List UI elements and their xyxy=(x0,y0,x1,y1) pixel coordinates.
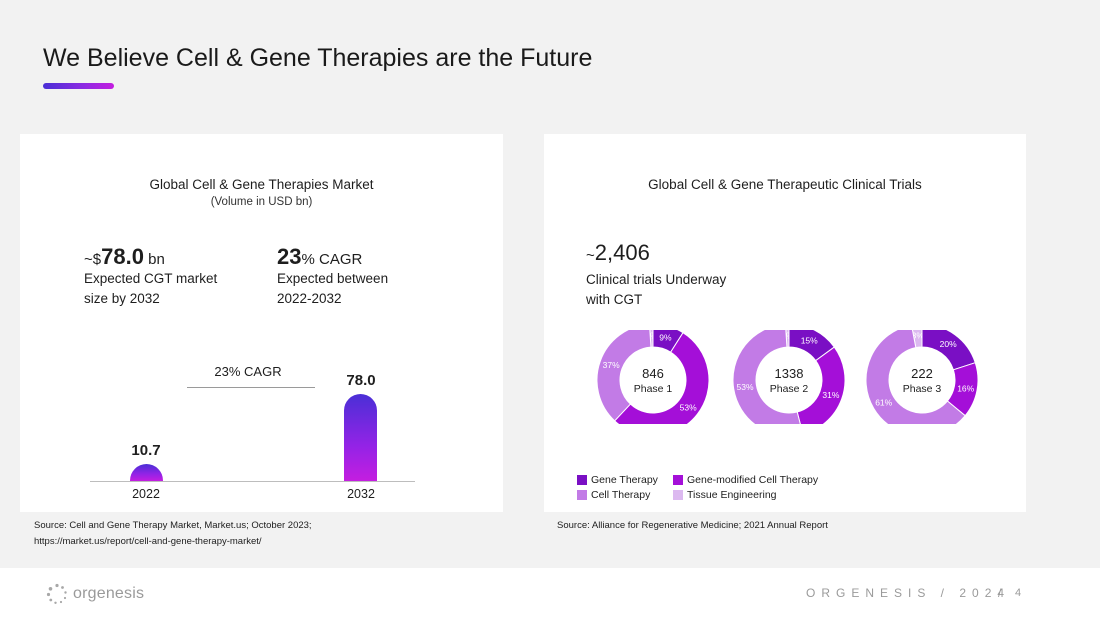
donut-slice-label: 1% xyxy=(645,331,658,341)
trials-heading: Global Cell & Gene Therapeutic Clinical … xyxy=(648,177,922,192)
legend-item: Gene-modified Cell Therapy xyxy=(673,474,818,486)
page-number: 4 xyxy=(1015,587,1022,599)
bar-2022 xyxy=(130,464,163,481)
footer-separator: / xyxy=(998,586,1002,600)
x-tick-label: 2032 xyxy=(347,487,375,501)
kpi-unit: % CAGR xyxy=(301,251,363,268)
donut-slice-label: 1% xyxy=(781,331,794,341)
donut-center-box xyxy=(766,363,812,397)
kpi-prefix: ~$ xyxy=(84,251,102,268)
donut-center-value: 846 xyxy=(642,366,664,381)
donut-slice-label: 37% xyxy=(603,360,620,370)
source-line: Source: Cell and Gene Therapy Market, Ma… xyxy=(34,520,312,531)
donut-slice-label: 3% xyxy=(912,331,925,341)
donut-center-label: Phase 2 xyxy=(770,383,809,395)
market-subheading: (Volume in USD bn) xyxy=(210,196,313,208)
footer-brand: ORGENESIS / 2024 xyxy=(806,586,1011,600)
donut-center-value: 1338 xyxy=(775,366,804,381)
legend-label: Gene-modified Cell Therapy xyxy=(687,474,819,486)
market-heading: Global Cell & Gene Therapies Market xyxy=(149,177,374,192)
legend-label: Cell Therapy xyxy=(591,489,651,501)
desc-line: 2022-2032 xyxy=(277,291,342,306)
donut-slice-label: 53% xyxy=(737,382,754,392)
chart-baseline xyxy=(90,481,415,482)
bar-value-label: 10.7 xyxy=(131,442,161,459)
cagr-kpi: 23% CAGR xyxy=(277,244,362,270)
page-title: We Believe Cell & Gene Therapies are the… xyxy=(43,44,593,72)
donut-center-box xyxy=(630,363,676,397)
desc-line: Clinical trials Underway xyxy=(586,272,727,287)
legend-swatch xyxy=(577,490,587,500)
clinical-trials-panel: Global Cell & Gene Therapeutic Clinical … xyxy=(544,134,1026,512)
kpi-value: 78.0 xyxy=(101,244,144,269)
trials-source: Source: Alliance for Regenerative Medici… xyxy=(557,520,828,531)
donut-phase-3: 3% 20% 16% 61% 222 Phase 3 xyxy=(865,330,979,424)
donut-center-label: Phase 1 xyxy=(634,383,673,395)
title-accent-bar xyxy=(43,83,114,89)
donut-slice-gene-modified-cell-therapy xyxy=(613,332,710,424)
kpi-unit: bn xyxy=(148,251,165,268)
desc-line: size by 2032 xyxy=(84,291,160,306)
logo-mark-icon xyxy=(46,583,67,604)
cagr-annotation-line xyxy=(187,387,315,388)
source-line: https://market.us/report/cell-and-gene-t… xyxy=(34,536,262,547)
trials-desc: Clinical trials Underway with CGT xyxy=(586,270,726,310)
legend-item: Tissue Engineering xyxy=(673,489,777,501)
legend-label: Tissue Engineering xyxy=(687,489,777,501)
footer: orgenesis ORGENESIS / 2024 / 4 xyxy=(0,568,1100,618)
desc-line: Expected CGT market xyxy=(84,271,218,286)
market-size-kpi: ~$78.0 bn xyxy=(84,244,165,270)
donut-slice-label: 9% xyxy=(659,332,672,342)
donut-slice-label: 20% xyxy=(940,339,957,349)
donut-phase-1: 1% 9% 53% 37% 846 Phase 1 xyxy=(596,330,710,424)
desc-line: with CGT xyxy=(586,292,643,307)
donut-slice-gene-modified-cell-therapy xyxy=(796,346,846,424)
legend-item: Cell Therapy xyxy=(577,489,650,501)
bar-2032 xyxy=(344,394,377,481)
donut-slice-label: 53% xyxy=(680,402,697,412)
donut-center-label: Phase 3 xyxy=(903,383,942,395)
market-source: Source: Cell and Gene Therapy Market, Ma… xyxy=(34,518,312,550)
x-tick-label: 2022 xyxy=(132,487,160,501)
donut-slice-cell-therapy xyxy=(596,330,652,422)
legend-swatch xyxy=(673,490,683,500)
orgenesis-logo: orgenesis xyxy=(46,583,144,605)
cagr-desc: Expected between 2022-2032 xyxy=(277,269,388,309)
kpi-prefix: ~ xyxy=(586,247,595,264)
market-size-desc: Expected CGT market size by 2032 xyxy=(84,269,217,309)
bar-value-label: 78.0 xyxy=(346,372,376,389)
logo-text: orgenesis xyxy=(73,585,145,602)
donut-slice-cell-therapy xyxy=(865,330,966,424)
cagr-annotation: 23% CAGR xyxy=(214,364,282,379)
donut-slice-label: 31% xyxy=(822,390,839,400)
donut-slice-label: 15% xyxy=(801,335,818,345)
desc-line: Expected between xyxy=(277,271,389,286)
legend-item: Gene Therapy xyxy=(577,474,658,486)
kpi-value: 2,406 xyxy=(594,240,650,265)
donut-slice-cell-therapy xyxy=(732,330,801,424)
kpi-value: 23 xyxy=(277,244,302,269)
donut-slice-label: 61% xyxy=(875,398,892,408)
trials-kpi: ~2,406 xyxy=(586,240,650,266)
donut-center-value: 222 xyxy=(911,366,933,381)
legend-swatch xyxy=(577,475,587,485)
donut-center-box xyxy=(899,363,945,397)
legend-swatch xyxy=(673,475,683,485)
donut-phase-2: 1% 15% 31% 53% 1338 Phase 2 xyxy=(732,330,846,424)
donut-slice-label: 16% xyxy=(957,383,974,393)
legend-label: Gene Therapy xyxy=(591,474,658,486)
market-panel: Global Cell & Gene Therapies Market (Vol… xyxy=(20,134,503,512)
